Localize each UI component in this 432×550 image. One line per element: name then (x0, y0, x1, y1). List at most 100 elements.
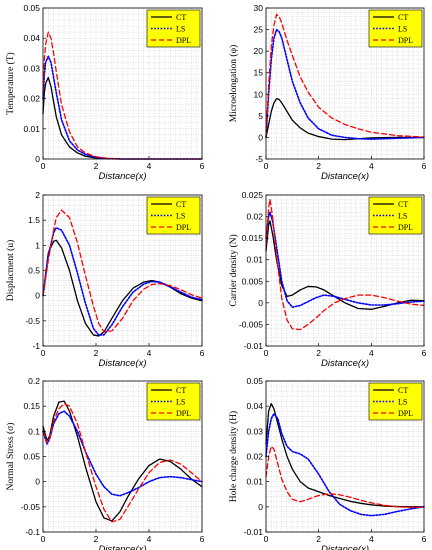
x-tick-label: 2 (316, 348, 321, 358)
y-tick-label: 0 (35, 477, 40, 487)
y-tick-label: -0.005 (239, 319, 263, 329)
legend-label-ls: LS (398, 25, 407, 34)
y-tick-label: 0.05 (23, 3, 40, 13)
chart-panel-2: 0 2 4 6-5051015202530Distance(x)Microelonga… (228, 3, 427, 182)
y-tick-label: 0.03 (246, 426, 263, 436)
axes-frame (42, 7, 203, 160)
x-tick-label: 0 (264, 161, 269, 171)
series-line-dpl (42, 403, 203, 523)
x-tick-label: 2 (94, 534, 99, 544)
y-tick-label: 0.5 (28, 266, 40, 276)
legend: CT LS DPL (368, 196, 423, 235)
y-tick-label: 0.1 (28, 426, 40, 436)
y-tick-label: 0.04 (23, 33, 40, 43)
legend-box (146, 9, 201, 48)
x-axis-label: Distance(x) (98, 544, 146, 550)
series-line-dpl (42, 209, 203, 333)
x-tick-label: 6 (422, 534, 427, 544)
y-tick-label: 0.15 (23, 401, 40, 411)
series-line-ls (42, 410, 203, 497)
y-tick-label: -0.01 (244, 341, 264, 351)
x-tick-label: 4 (369, 534, 374, 544)
y-tick-label: -0.1 (25, 527, 40, 537)
y-tick-label: 0.05 (23, 452, 40, 462)
x-tick-label: 2 (94, 161, 99, 171)
legend-label-ls: LS (176, 398, 185, 407)
y-tick-label: 2 (35, 190, 40, 200)
y-tick-label: 0.01 (246, 477, 263, 487)
y-tick-label: 0.04 (246, 401, 263, 411)
y-axis-label: Carrier density (N) (228, 234, 239, 306)
x-axis-label: Distance(x) (321, 544, 369, 550)
legend-label-dpl: DPL (176, 36, 191, 45)
y-tick-label: -0.5 (25, 316, 40, 326)
series-line-ls (265, 28, 425, 140)
y-tick-label: 0 (258, 502, 263, 512)
legend-label-ct: CT (176, 200, 186, 209)
y-tick-label: -5 (255, 154, 263, 164)
legend: CT LS DPL (368, 9, 423, 48)
y-tick-label: -0.05 (21, 502, 41, 512)
y-tick-label: 0.025 (242, 190, 264, 200)
x-tick-label: 2 (316, 161, 321, 171)
x-tick-label: 2 (94, 348, 99, 358)
y-axis-label: Displacment (u) (5, 240, 16, 301)
series-line-dpl (265, 13, 425, 139)
y-tick-label: 0.015 (242, 233, 264, 243)
y-tick-label: 0 (258, 298, 263, 308)
y-tick-label: 15 (254, 68, 264, 78)
x-tick-label: 2 (316, 534, 321, 544)
legend: CT LS DPL (368, 382, 423, 421)
y-tick-label: 0.02 (246, 212, 263, 222)
legend-label-dpl: DPL (176, 409, 191, 418)
chart-panel-3: 0 2 4 6-1-0.500.511.52Distance(x)Displacmen… (5, 190, 205, 369)
legend-box (368, 9, 423, 48)
y-tick-label: 0.03 (23, 63, 40, 73)
series-line-ct (265, 403, 425, 508)
legend-label-dpl: DPL (398, 409, 413, 418)
x-tick-label: 6 (200, 534, 205, 544)
x-axis-label: Distance(x) (321, 171, 369, 182)
y-axis-label: Normal Stress (σ) (5, 423, 16, 491)
x-tick-label: 4 (369, 348, 374, 358)
y-tick-label: 1.5 (28, 215, 40, 225)
legend-label-ls: LS (176, 25, 185, 34)
y-tick-label: 5 (258, 111, 263, 121)
legend-label-ct: CT (398, 13, 408, 22)
legend-label-ls: LS (398, 212, 407, 221)
series-line-ls (265, 412, 425, 517)
y-axis-label: Temperature (T) (5, 52, 16, 114)
legend-box (146, 196, 201, 235)
legend-label-ct: CT (176, 386, 186, 395)
legend: CT LS DPL (146, 9, 201, 48)
y-tick-label: 0 (258, 132, 263, 142)
axes-frame (265, 194, 425, 347)
legend-label-ct: CT (398, 200, 408, 209)
legend: CT LS DPL (146, 196, 201, 235)
series-line-dpl (265, 445, 425, 508)
chart-panel-4: 0 2 4 6 -0.01 -0.005 0 0.005 0.01 0.015 0.02 0.025 D… (228, 190, 427, 369)
legend-box (368, 196, 423, 235)
x-tick-label: 0 (264, 348, 269, 358)
y-tick-label: 10 (254, 89, 264, 99)
legend-label-dpl: DPL (398, 36, 413, 45)
chart-panel-5: 0 2 4 6 -0.1 -0.05 0 0.05 0.1 0.15 0.2 Distance(x) N… (5, 376, 205, 550)
x-tick-label: 6 (200, 348, 205, 358)
y-axis-label: Microelongation (φ) (228, 45, 239, 123)
series-line-ct (42, 400, 203, 522)
x-tick-label: 0 (41, 161, 46, 171)
x-tick-label: 6 (200, 161, 205, 171)
y-tick-label: 0.02 (23, 94, 40, 104)
legend-box (368, 382, 423, 421)
y-tick-label: 30 (254, 3, 264, 13)
y-tick-label: 1 (35, 240, 40, 250)
x-tick-label: 4 (147, 534, 152, 544)
y-tick-label: 25 (254, 25, 264, 35)
y-tick-label: 0.01 (23, 124, 40, 134)
legend-label-ls: LS (398, 398, 407, 407)
y-tick-label: -0.01 (244, 527, 264, 537)
chart-panel-6: 0 2 4 6-0.0100.010.020.030.040.05Distance(x… (228, 376, 427, 550)
x-tick-label: 4 (147, 348, 152, 358)
x-tick-label: 6 (422, 161, 427, 171)
